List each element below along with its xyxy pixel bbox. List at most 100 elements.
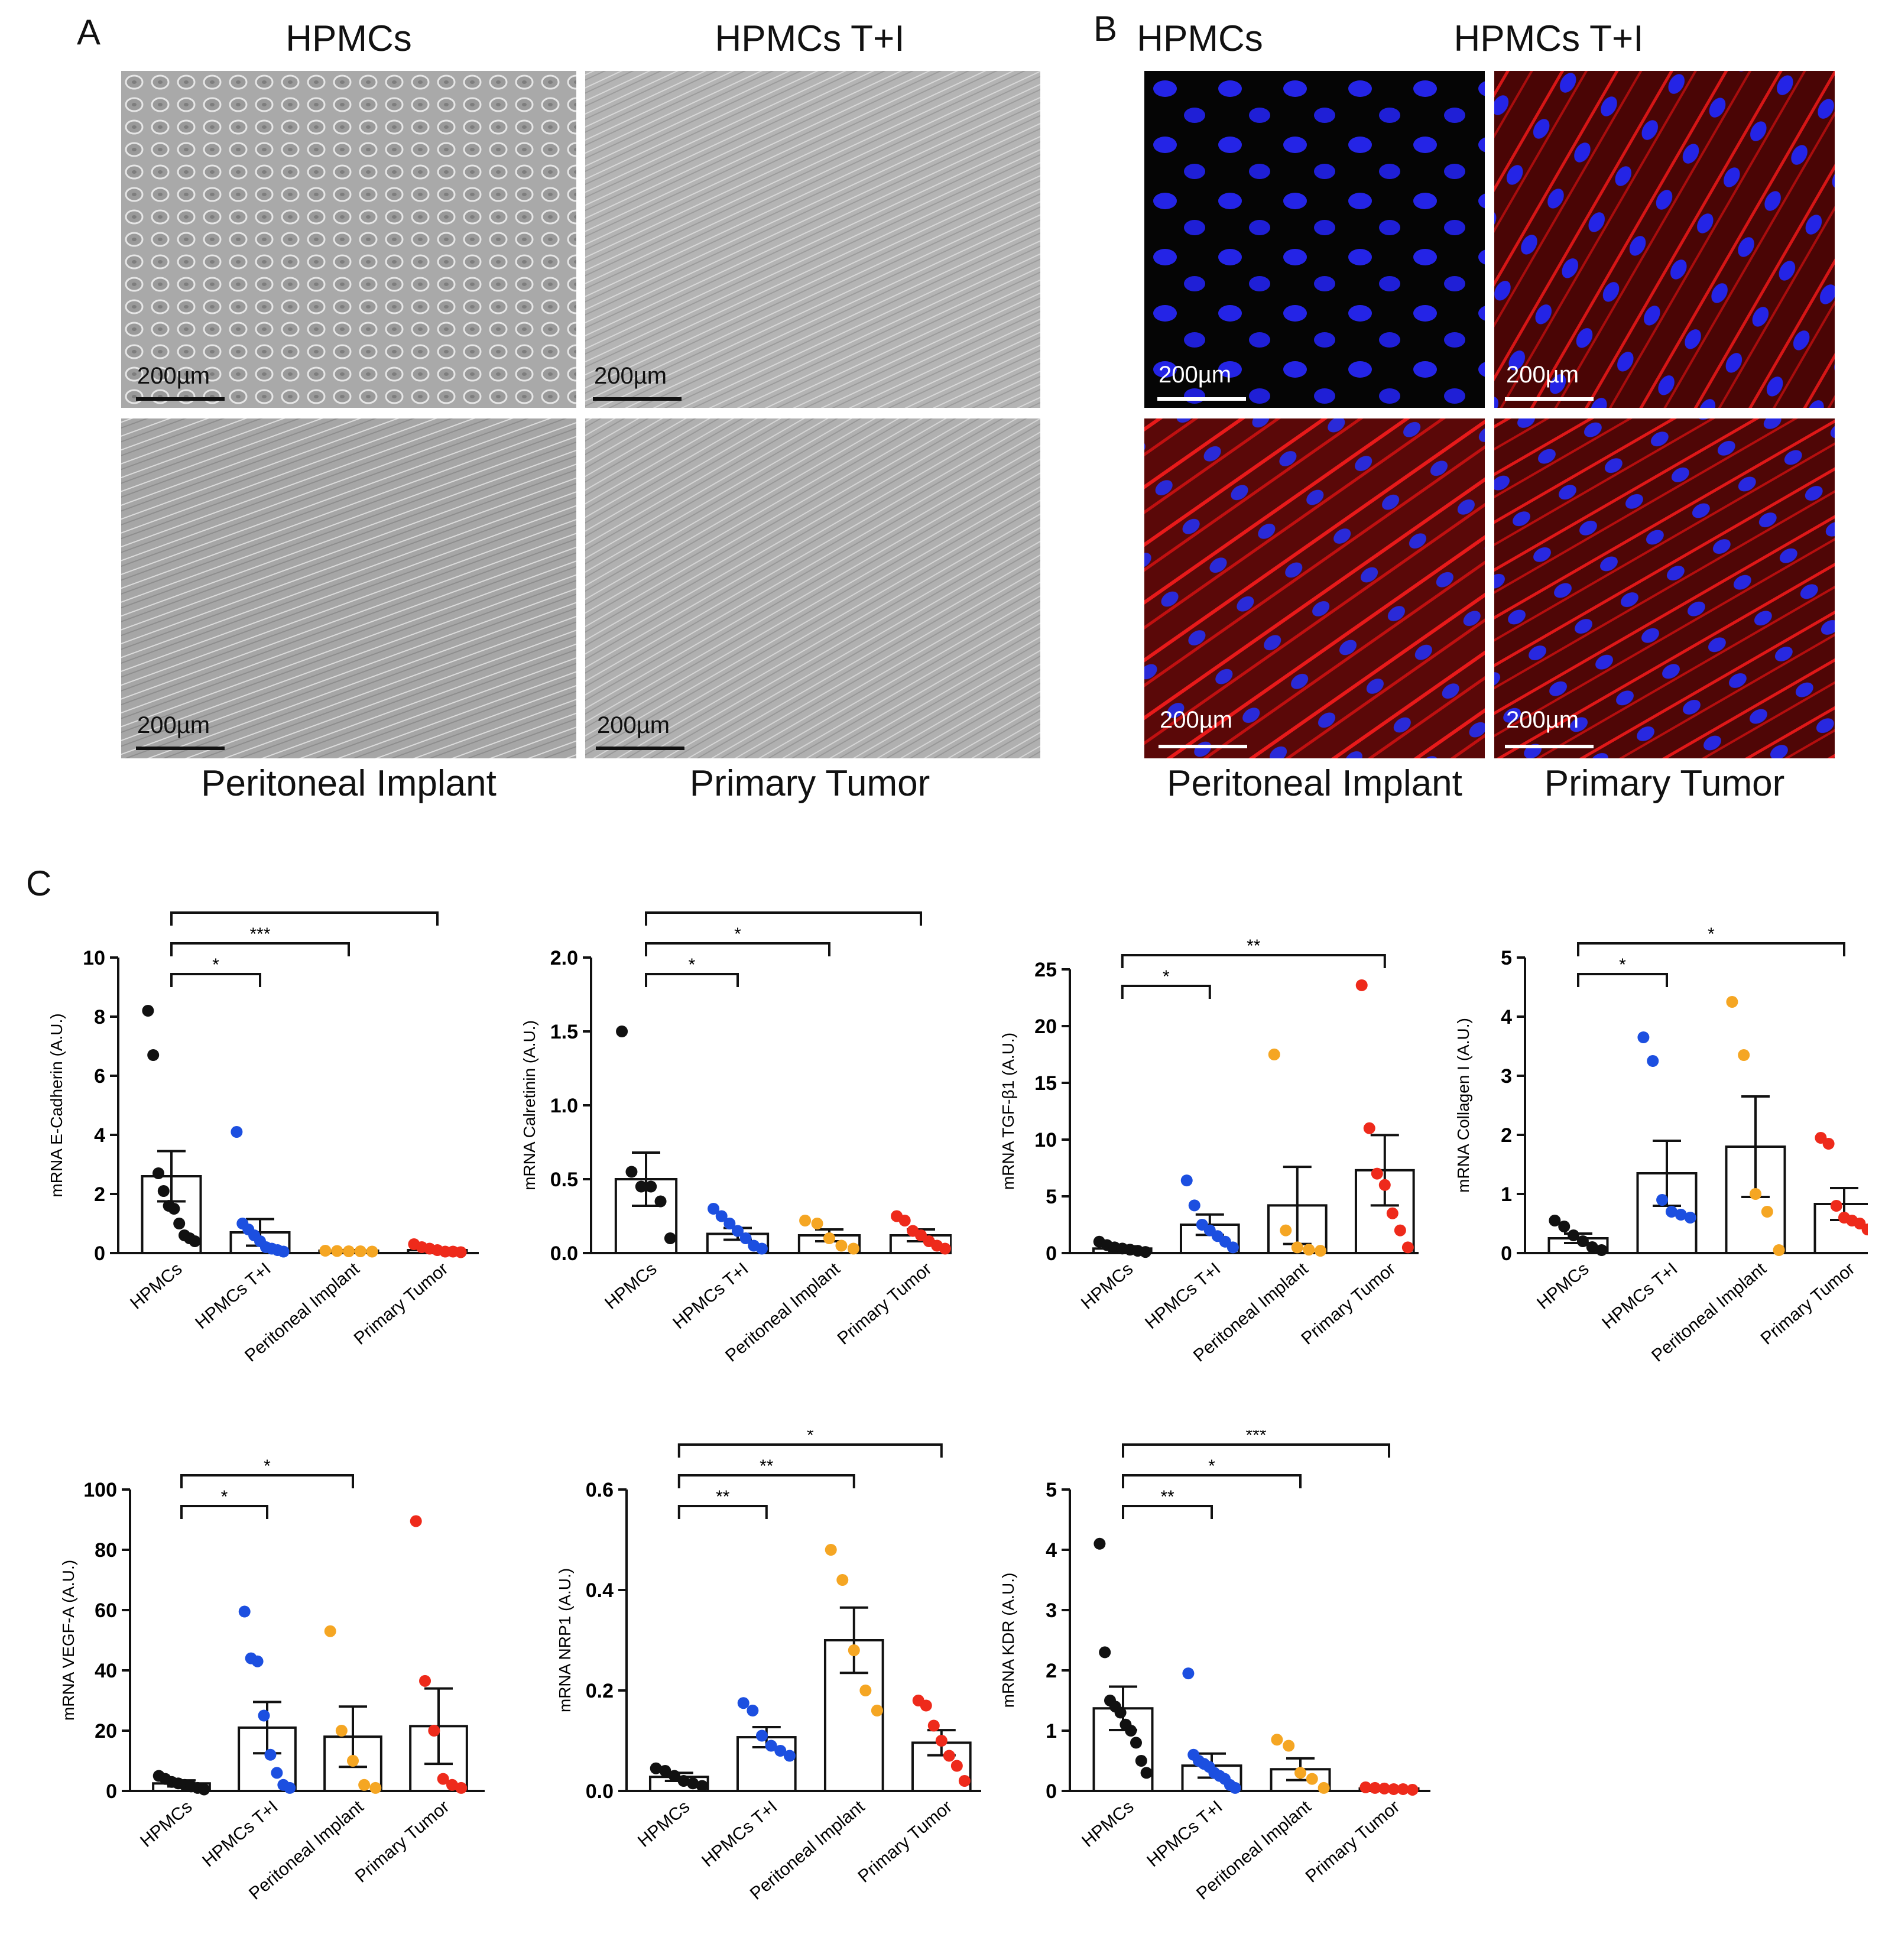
data-point [168, 1203, 180, 1215]
scale-label-b1: 200µm [1159, 362, 1232, 388]
y-tick-label: 100 [83, 1479, 117, 1501]
data-point [419, 1675, 431, 1687]
data-point [1750, 1188, 1761, 1200]
scale-bar-b4 [1505, 745, 1594, 748]
data-point [755, 1729, 768, 1742]
significance-label: *** [249, 924, 270, 944]
chart-nrp1: 0.0 0.2 0.4 0.6 mRNA NRP1 (A.U.) HPMCs HPMCs T… [508, 1426, 988, 1956]
y-tick-label: 2 [1501, 1124, 1512, 1147]
y-axis-label: mRNA NRP1 (A.U.) [556, 1568, 574, 1712]
data-point [1586, 1241, 1598, 1253]
data-point [1726, 996, 1738, 1008]
data-point [347, 1755, 359, 1767]
data-point [238, 1605, 251, 1618]
data-point [823, 1232, 835, 1244]
category-label: Primary Tumor [1757, 1259, 1859, 1349]
panel-a-col-title-2: HPMCs T+I [715, 18, 905, 59]
scale-label-a1: 200µm [137, 363, 210, 389]
significance-bracket [677, 1505, 768, 1519]
y-tick-label: 5 [1046, 1186, 1057, 1208]
y-tick-label: 20 [1034, 1015, 1057, 1038]
significance-bracket [1122, 1443, 1390, 1458]
category-label: HPMCs T+I [199, 1797, 281, 1871]
y-tick-label: 0.2 [586, 1680, 614, 1702]
data-point [410, 1515, 422, 1527]
data-point [1093, 1537, 1106, 1550]
data-point [723, 1218, 736, 1229]
significance-bracket [180, 1474, 354, 1488]
scale-bar-b2 [1505, 397, 1594, 401]
data-point [284, 1781, 296, 1794]
data-point [920, 1699, 932, 1712]
panel-b-col-title-2: HPMCs T+I [1453, 18, 1644, 59]
data-point [774, 1745, 787, 1757]
data-point [739, 1232, 752, 1244]
y-axis-label: mRNA Collagen I (A.U.) [1454, 1018, 1472, 1193]
data-point [198, 1783, 210, 1796]
data-point [428, 1725, 440, 1737]
category-label: HPMCs [634, 1797, 693, 1851]
panel-b-bottom-title-2: Primary Tumor [1544, 763, 1785, 804]
data-point [1268, 1049, 1280, 1060]
significance-bracket [180, 1505, 268, 1519]
y-tick-label: 0 [1046, 1242, 1057, 1265]
data-point [811, 1218, 823, 1229]
significance-label: ** [1247, 936, 1261, 956]
data-point [1355, 979, 1368, 991]
data-point [1306, 1773, 1318, 1785]
data-point [1568, 1229, 1580, 1241]
y-tick-label: 4 [1501, 1006, 1512, 1028]
y-axis-label: mRNA VEGF-A (A.U.) [59, 1560, 77, 1721]
data-point [1291, 1241, 1303, 1254]
data-point [1822, 1138, 1835, 1150]
scale-bar-a2 [593, 397, 682, 401]
data-point [366, 1245, 378, 1258]
scale-label-a2: 200µm [594, 363, 667, 389]
data-point [1139, 1246, 1151, 1258]
data-point [251, 1655, 264, 1667]
scale-label-a4: 200µm [597, 712, 670, 738]
category-label: HPMCs T+I [698, 1797, 781, 1871]
significance-label: * [221, 1487, 228, 1507]
data-point [1378, 1782, 1391, 1794]
y-tick-label: 0 [1501, 1242, 1512, 1265]
scale-label-b4: 200µm [1506, 707, 1579, 733]
category-label: HPMCs [1078, 1259, 1137, 1313]
significance-bracket [677, 1474, 855, 1488]
significance-bracket [645, 973, 739, 987]
chart-calretinin: 0.0 0.5 1.0 1.5 2.0 mRNA Calretinin (A.U.) HPM… [491, 894, 969, 1442]
data-point [747, 1705, 759, 1716]
y-tick-label: 1.5 [550, 1021, 578, 1043]
scale-label-b2: 200µm [1506, 362, 1579, 388]
data-point [1576, 1235, 1589, 1247]
data-point [677, 1775, 690, 1787]
data-point [943, 1750, 955, 1762]
scale-label-a3: 200µm [137, 712, 210, 738]
data-point [343, 1245, 355, 1257]
category-label: HPMCs T+I [1141, 1259, 1224, 1333]
y-tick-label: 0.4 [586, 1579, 614, 1602]
y-tick-label: 0.5 [550, 1169, 578, 1191]
category-label: HPMCs [601, 1259, 660, 1313]
category-label: Primary Tumor [834, 1259, 936, 1349]
y-tick-label: 6 [94, 1065, 105, 1088]
data-point [1130, 1737, 1142, 1749]
data-point [358, 1779, 371, 1791]
panel-a-letter: A [77, 12, 101, 52]
data-point [635, 1180, 647, 1193]
significance-label: * [734, 924, 741, 944]
category-label: HPMCs [1533, 1259, 1592, 1313]
fluorescence-image-peritoneal-implant [1144, 418, 1485, 758]
significance-bracket [1121, 954, 1386, 968]
data-point [455, 1246, 467, 1258]
y-tick-label: 40 [95, 1660, 117, 1682]
data-point [1314, 1245, 1326, 1257]
significance-label: * [1208, 1456, 1215, 1476]
data-point [455, 1781, 468, 1794]
scale-label-b3: 200µm [1160, 707, 1233, 733]
significance-bracket [645, 942, 830, 956]
data-point [147, 1049, 160, 1061]
chart-kdr: 0 1 2 3 4 5 mRNA KDR (A.U.) HPMCs HPMCs T+I Perit… [969, 1426, 1436, 1956]
significance-label: * [807, 1430, 814, 1445]
data-point [737, 1697, 749, 1709]
